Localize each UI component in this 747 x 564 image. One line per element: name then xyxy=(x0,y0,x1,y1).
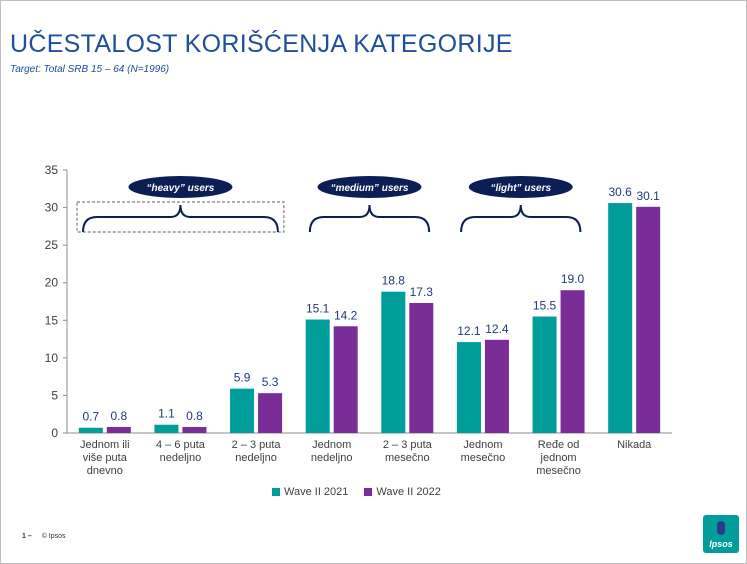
segment-bubble xyxy=(128,176,233,198)
x-tick-label: 4 – 6 puta xyxy=(156,439,206,451)
logo-text: Ipsos xyxy=(709,539,733,549)
segment-brace xyxy=(460,204,582,233)
y-tick-label: 5 xyxy=(51,388,58,402)
segment-bubble xyxy=(317,176,422,198)
bar-2022 xyxy=(560,290,585,433)
legend-item-2022: Wave II 2022 xyxy=(364,486,441,498)
bar-2021 xyxy=(154,424,179,433)
legend-swatch-2021 xyxy=(272,488,280,496)
chart-legend: Wave II 2021 Wave II 2022 xyxy=(272,486,441,498)
segment-brace xyxy=(82,204,279,233)
data-label: 0.8 xyxy=(110,409,127,423)
data-label: 5.3 xyxy=(262,375,279,389)
segment-label: “medium” users xyxy=(331,183,409,194)
x-tick-label: mesečno xyxy=(536,465,581,477)
legend-label-2021: Wave II 2021 xyxy=(284,486,349,498)
data-label: 15.5 xyxy=(533,299,557,313)
x-tick-label: jednom xyxy=(540,452,577,464)
bar-2021 xyxy=(532,316,557,433)
x-tick-label: mesečno xyxy=(461,452,506,464)
x-tick-label: Nikada xyxy=(617,439,652,451)
ipsos-logo: Ipsos xyxy=(703,515,739,553)
y-tick-label: 30 xyxy=(45,201,59,215)
bar-2021 xyxy=(608,203,633,433)
data-label: 1.1 xyxy=(158,407,175,421)
copyright: © Ipsos xyxy=(41,533,66,540)
data-label: 30.6 xyxy=(609,185,633,199)
segment-bubble xyxy=(468,176,573,198)
data-label: 0.8 xyxy=(186,409,203,423)
logo-mark xyxy=(717,521,725,535)
bar-2021 xyxy=(230,388,255,433)
bar-2022 xyxy=(106,426,131,433)
x-tick-label: Jednom xyxy=(312,439,351,451)
bar-2021 xyxy=(456,342,481,433)
bar-2021 xyxy=(381,291,406,433)
data-label: 18.8 xyxy=(382,274,406,288)
bar-2022 xyxy=(484,339,509,433)
y-tick-label: 35 xyxy=(45,163,59,177)
slide-footer: 1 – © Ipsos xyxy=(22,533,66,540)
data-label: 12.1 xyxy=(457,324,481,338)
segment-label: “heavy” users xyxy=(147,183,215,194)
y-tick-label: 25 xyxy=(45,238,59,252)
page-number: 1 – xyxy=(22,533,32,540)
y-tick-label: 10 xyxy=(45,351,59,365)
x-tick-label: Jednom xyxy=(463,439,502,451)
segment-dashed-box xyxy=(76,201,285,233)
data-label: 19.0 xyxy=(561,272,585,286)
y-tick-label: 20 xyxy=(45,276,59,290)
bar-2022 xyxy=(258,393,283,433)
legend-label-2022: Wave II 2022 xyxy=(376,486,441,498)
x-tick-label: više puta xyxy=(83,452,128,464)
x-tick-label: Jednom ili xyxy=(80,439,130,451)
data-label: 30.1 xyxy=(637,189,661,203)
data-label: 0.7 xyxy=(82,410,99,424)
data-label: 17.3 xyxy=(410,285,434,299)
segment-label: “light” users xyxy=(490,183,551,194)
x-tick-label: nedeljno xyxy=(160,452,202,464)
y-tick-label: 15 xyxy=(45,313,59,327)
legend-swatch-2022 xyxy=(364,488,373,496)
x-tick-label: Ređe od xyxy=(538,439,580,451)
bar-2021 xyxy=(78,427,103,433)
x-tick-label: 2 – 3 puta xyxy=(232,439,282,451)
bar-2022 xyxy=(182,426,207,433)
x-tick-label: 2 – 3 puta xyxy=(383,439,433,451)
y-tick-label: 0 xyxy=(51,426,58,440)
page-subtitle: Target: Total SRB 15 – 64 (N=1996) xyxy=(10,64,170,75)
segment-brace xyxy=(308,204,431,233)
x-tick-label: dnevno xyxy=(87,465,123,477)
data-label: 15.1 xyxy=(306,302,330,316)
data-label: 5.9 xyxy=(234,371,251,385)
bar-2022 xyxy=(333,326,358,433)
x-tick-label: nedeljno xyxy=(311,452,353,464)
bar-2021 xyxy=(305,319,330,433)
data-label: 12.4 xyxy=(485,322,509,336)
data-label: 14.2 xyxy=(334,308,358,322)
bar-2022 xyxy=(636,206,661,433)
legend-item-2021: Wave II 2021 xyxy=(272,486,348,498)
bar-2022 xyxy=(409,303,434,433)
x-tick-label: nedeljno xyxy=(235,452,277,464)
page-title: UČESTALOST KORIŠĆENJA KATEGORIJE xyxy=(10,30,513,58)
x-tick-label: mesečno xyxy=(385,452,430,464)
